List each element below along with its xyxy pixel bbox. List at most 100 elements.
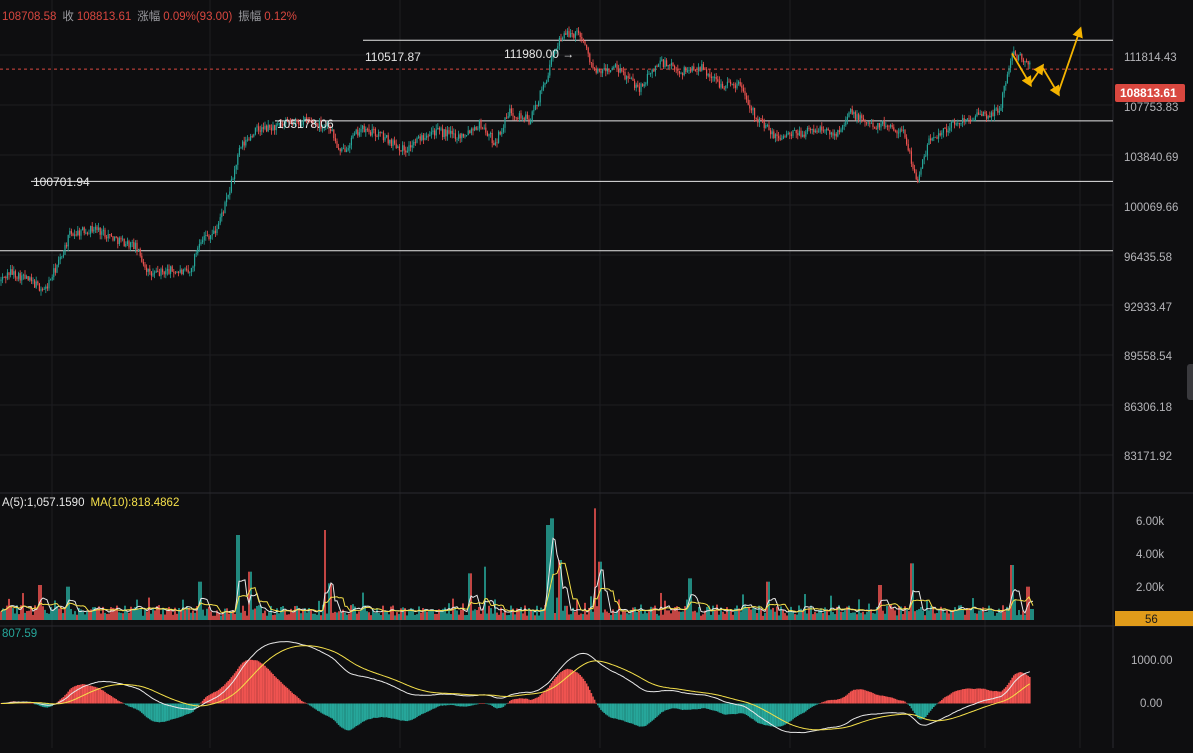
candle-body [790,134,792,137]
candle-body [448,130,450,134]
volume-bar [240,612,242,620]
volume-bar [14,613,16,620]
macd-histogram-bar [1008,682,1010,704]
macd-histogram-bar [99,689,101,704]
macd-histogram-bar [998,691,1001,704]
macd-histogram-bar [758,703,761,724]
candle-body [930,138,932,141]
candle-body [858,114,860,120]
candle-body [992,112,994,117]
macd-histogram-bar [739,703,741,714]
macd-histogram-bar [309,703,311,706]
volume-bar [368,612,370,620]
candle-body [309,121,311,122]
candle-body [242,141,244,148]
volume-bar [136,599,138,620]
volume-bar [528,608,530,620]
macd-histogram-bar [981,688,983,704]
volume-bar [58,608,60,620]
volume-bar [902,614,904,620]
macd-histogram-bar [421,703,423,715]
panel-resize-handle[interactable] [1187,364,1193,400]
macd-histogram-bar [440,703,442,706]
volume-bar [436,613,438,620]
macd-histogram-bar [635,703,637,726]
macd-histogram-bar [784,703,786,725]
macd-histogram-bar [478,703,481,704]
candle-body [902,129,904,131]
candle-body [397,146,399,149]
macd-histogram-bar [680,703,682,710]
macd-histogram-bar [352,703,354,729]
volume-bar [372,609,374,620]
macd-histogram-bar [437,703,439,707]
macd-histogram-bar [377,703,380,718]
volume-bar [326,613,328,620]
macd-histogram-bar [203,698,205,704]
macd-histogram-bar [493,703,495,708]
candle-body [918,174,920,183]
macd-histogram-bar [86,685,89,704]
macd-histogram-bar [870,692,873,704]
candle-body [882,120,884,124]
volume-bar [184,610,186,620]
current-price-badge: 108813.61 [1115,84,1185,102]
macd-histogram-bar [174,703,177,719]
macd-histogram-bar [821,702,823,704]
candle-body [995,108,997,110]
volume-bar [634,607,636,620]
candle-body [357,129,359,136]
candle-body [978,112,980,115]
candle-body [864,120,866,123]
macd-histogram-bar [763,703,765,726]
volume-bar [42,606,44,620]
volume-bar [734,608,736,620]
candle-body [938,133,940,139]
volume-bar [1016,615,1018,620]
volume-bar [918,609,920,620]
candle-body [496,142,498,144]
candle-body [320,120,322,129]
candle-body [770,130,772,135]
candle-body [74,234,76,236]
candle-body [174,272,176,274]
macd-histogram-bar [134,703,137,709]
candle-body [307,119,309,122]
candle-body [507,116,509,118]
macd-histogram-bar [336,703,338,724]
candle-body [573,34,575,38]
volume-bar [370,615,372,620]
candle-body [450,130,452,134]
macd-histogram-bar [669,703,671,710]
volume-bar [152,608,154,620]
volume-bar [186,606,188,620]
candle-body [110,234,112,237]
candle-body [226,197,228,203]
volume-bar [700,615,702,620]
macd-histogram-bar [408,703,410,721]
volume-bar [168,606,170,620]
volume-bar [230,612,232,620]
macd-histogram-bar [934,703,937,706]
volume-bar [1006,606,1008,620]
candle-body [778,136,780,139]
candle-body [323,126,325,128]
volume-tick: 4.00k [1136,549,1164,561]
volume-bar [928,610,930,620]
candle-body [654,65,656,72]
candle-body [267,124,269,132]
macd-histogram-bar [270,672,273,704]
macd-histogram-bar [806,703,809,711]
candle-body [899,129,901,133]
macd-histogram-bar [896,699,898,704]
volume-bar [1010,565,1012,620]
candle-body [691,66,693,72]
macd-histogram-bar [520,698,522,704]
macd-histogram-bar [256,660,258,704]
candle-body [758,118,760,123]
volume-bar [236,535,238,620]
volume-bar [144,609,146,620]
macd-histogram-bar [456,703,458,707]
candle-body [38,283,40,291]
